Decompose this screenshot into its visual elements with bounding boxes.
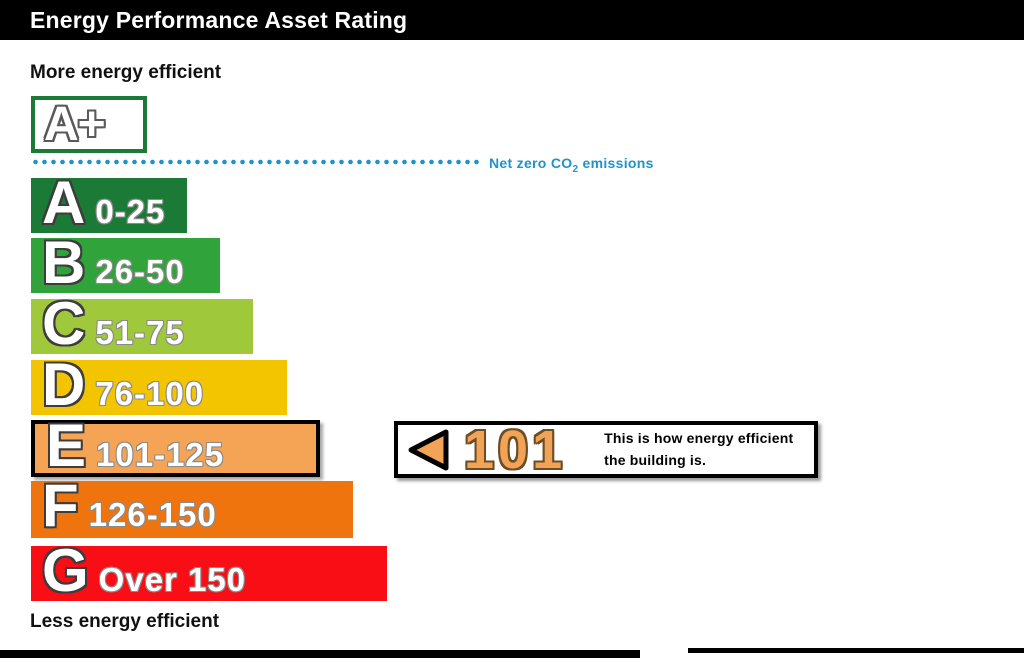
band-range-label: 51-75 <box>95 314 185 351</box>
left-arrow-shape <box>408 429 449 470</box>
rating-description-line2: the building is. <box>604 451 707 468</box>
band-letter: B <box>42 229 86 296</box>
footer-bar-right <box>688 648 1024 653</box>
net-zero-label: Net zero CO2 emissions <box>489 155 654 175</box>
net-zero-subscript: 2 <box>572 163 579 175</box>
band-row-c: C 51-75 <box>31 290 253 357</box>
less-efficient-label: Less energy efficient <box>30 611 220 632</box>
rating-description-line1: This is how energy efficient <box>604 429 794 446</box>
band-range-label: 0-25 <box>95 193 166 230</box>
net-zero-text-suffix: emissions <box>578 155 654 171</box>
band-row-d: D 76-100 <box>31 351 287 418</box>
band-range-label: 76-100 <box>95 375 205 412</box>
net-zero-dotted-line <box>31 159 480 165</box>
band-letter: G <box>42 537 89 604</box>
band-row-a-plus: A+ <box>31 96 147 153</box>
band-letter: F <box>42 472 79 539</box>
band-range-label: Over 150 <box>98 561 247 598</box>
left-arrow-icon <box>408 429 449 470</box>
band-row-a: A 0-25 <box>31 169 187 236</box>
net-zero-text-prefix: Net zero CO <box>489 155 573 171</box>
band-row-g: G Over 150 <box>31 537 387 604</box>
band-letter: E <box>46 412 87 479</box>
band-letter: D <box>42 351 86 418</box>
band-range-label: 26-50 <box>95 253 185 290</box>
band-row-e-highlighted: E 101-125 <box>31 412 320 479</box>
band-letter: A <box>42 169 86 236</box>
band-row-b: B 26-50 <box>31 229 220 296</box>
band-row-f: F 126-150 <box>31 472 353 539</box>
band-range-label: 126-150 <box>88 496 217 533</box>
rating-description: This is how energy efficient the buildin… <box>604 428 793 471</box>
rating-indicator-box: 101 This is how energy efficient the bui… <box>394 421 818 478</box>
rating-value: 101 <box>464 419 567 480</box>
page-title: Energy Performance Asset Rating <box>30 6 408 33</box>
band-letter: C <box>42 290 86 357</box>
more-efficient-label: More energy efficient <box>30 62 222 83</box>
band-range-label: 101-125 <box>96 436 225 473</box>
header-bar: Energy Performance Asset Rating <box>0 0 1024 40</box>
footer-bar-left <box>0 650 640 658</box>
band-letter: A+ <box>44 98 106 151</box>
